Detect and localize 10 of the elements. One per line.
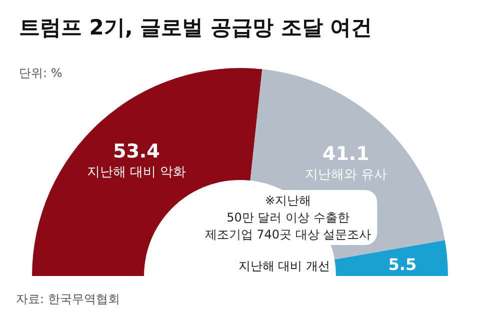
chart-subtitle: 단위: % bbox=[19, 66, 62, 80]
chart-title: 트럼프 2기, 글로벌 공급망 조달 여건 bbox=[19, 16, 372, 40]
text: 자료: 한국무역협회 bbox=[16, 292, 120, 306]
slice-label: 지난해와 유사 bbox=[304, 167, 387, 182]
text: ※지난해 50만 달러 이상 수출한 제조기업 740곳 대상 설문조사 bbox=[204, 194, 372, 242]
data-label: 5.5 bbox=[388, 255, 417, 274]
data-label: 41.1 bbox=[322, 142, 370, 165]
slice-label: 지난해 대비 악화 bbox=[86, 165, 186, 180]
slice-label: 지난해 대비 개선 bbox=[238, 259, 330, 273]
data-label: 53.4 bbox=[112, 140, 160, 163]
